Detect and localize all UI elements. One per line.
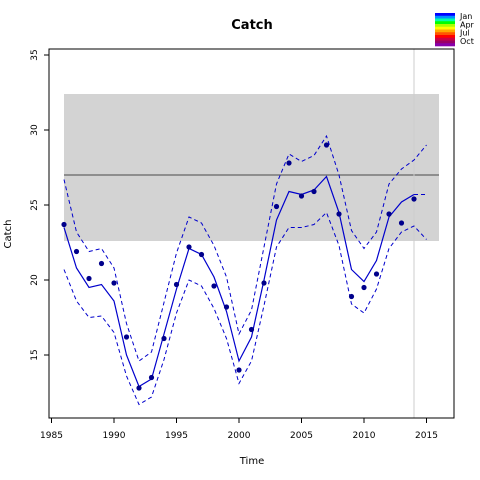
observed-point (86, 275, 92, 282)
legend-color-swatch (435, 15, 455, 19)
legend-color-swatch (435, 32, 455, 36)
fit-line (63, 175, 415, 388)
observed-point (273, 203, 280, 210)
observed-point (248, 326, 255, 333)
observed-point (298, 193, 305, 199)
legend-label: Oct (460, 37, 474, 46)
legend-color-swatch (435, 35, 455, 39)
legend-color-swatch (435, 13, 455, 17)
legend-label: Apr (460, 20, 475, 29)
legend-color-swatch (435, 26, 455, 30)
observed-point (123, 334, 130, 340)
chart-title: Catch (231, 18, 273, 33)
legend-color-swatch (435, 24, 455, 28)
observed-point (98, 260, 105, 267)
x-tick-label: 2000 (228, 431, 251, 441)
observed-point (198, 251, 205, 258)
observed-point (186, 244, 192, 250)
x-tick-label: 1995 (165, 431, 188, 441)
observed-point (161, 335, 167, 342)
reference-band (64, 94, 439, 241)
legend-color-swatch (435, 18, 455, 22)
observed-point (336, 211, 342, 217)
legend-color-swatch (435, 43, 455, 47)
observed-point (373, 271, 380, 277)
x-tick-label: 1990 (103, 431, 126, 441)
legend-color-swatch (435, 29, 455, 33)
observed-point (73, 248, 80, 255)
observed-point (398, 220, 405, 226)
observed-point (211, 283, 217, 289)
observed-point (386, 211, 392, 217)
observed-point (111, 280, 117, 286)
observed-point (61, 221, 67, 228)
y-axis: 15 20 25 30 35 (30, 49, 49, 361)
observed-point (348, 293, 355, 300)
y-axis-label: Catch (3, 220, 14, 249)
x-tick-label: 2005 (290, 431, 313, 441)
y-tick-label: 35 (30, 49, 40, 60)
observed-point (286, 160, 292, 166)
observed-point (223, 304, 230, 310)
observed-point (411, 196, 417, 202)
x-tick-label: 2010 (353, 431, 376, 441)
x-axis: 1985 1990 1995 2000 2005 2010 2015 (40, 418, 438, 441)
y-tick-label: 25 (30, 199, 40, 210)
observed-point (236, 367, 242, 373)
observed-point (311, 188, 317, 195)
y-tick-label: 20 (30, 274, 40, 286)
y-tick-label: 15 (30, 349, 40, 360)
plot-frame (48, 48, 455, 419)
observed-point (323, 142, 330, 148)
y-tick-label: 30 (30, 124, 40, 136)
observed-point (361, 284, 367, 291)
x-axis-label: Time (239, 456, 264, 467)
lower-bound-line (63, 211, 427, 406)
observed-point (136, 385, 142, 391)
legend-label: Jan (459, 12, 472, 21)
x-tick-label: 1985 (40, 431, 63, 441)
legend-color-swatch (435, 21, 455, 25)
plot-area (61, 49, 439, 418)
observed-point (173, 281, 180, 288)
observed-point (261, 280, 267, 286)
legend-label: Jul (459, 29, 470, 38)
legend-color-swatch (435, 40, 455, 44)
x-tick-label: 2015 (415, 431, 438, 441)
observed-point (148, 374, 155, 381)
legend-color-swatch (435, 37, 455, 41)
